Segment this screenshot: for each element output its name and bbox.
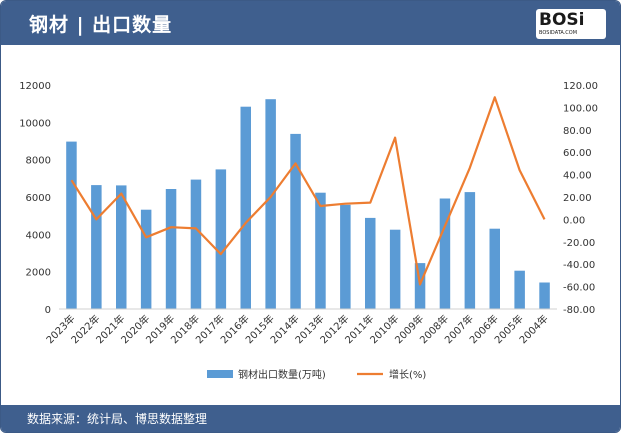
bar	[265, 99, 276, 309]
y-right-tick-label: 20.00	[563, 193, 592, 204]
bar	[514, 270, 525, 309]
bar	[365, 217, 376, 309]
legend-bar-swatch	[207, 370, 233, 378]
legend-bar-label: 钢材出口数量(万吨)	[238, 368, 326, 381]
bar	[240, 106, 251, 309]
y-right-tick-label: -60.00	[563, 283, 595, 294]
bar	[489, 228, 500, 309]
bar	[215, 169, 227, 309]
page-title: 钢材 | 出口数量	[29, 14, 173, 36]
y-left-tick-label: 8000	[26, 156, 51, 167]
bar	[116, 185, 127, 309]
y-left-tick-label: 4000	[26, 230, 51, 241]
logo-mark: BOSi	[539, 10, 585, 30]
bar	[340, 204, 351, 309]
y-left-tick-label: 2000	[26, 268, 51, 279]
y-left-tick-label: 0	[45, 305, 51, 316]
bar	[165, 189, 177, 309]
y-right-tick-label: 100.00	[563, 103, 598, 114]
y-right-tick-label: -40.00	[563, 260, 595, 271]
footer-bar: 数据来源：统计局、博思数据整理	[1, 405, 620, 432]
bar	[66, 141, 77, 309]
y-left-tick-label: 10000	[19, 118, 51, 129]
data-source: 数据来源：统计局、博思数据整理	[27, 412, 208, 426]
y-right-tick-label: -20.00	[563, 238, 595, 249]
bar	[539, 282, 550, 309]
header-bar: 钢材 | 出口数量 BOSi BOSIDATA.COM	[1, 1, 620, 45]
bar	[140, 209, 152, 309]
y-left-tick-label: 6000	[26, 193, 51, 204]
bar	[389, 229, 401, 309]
combo-chart: 0 2000 4000 6000 8000 10000 12000 -80.00 -60.00 -…	[19, 81, 598, 381]
legend-line-label: 增长(%)	[389, 368, 426, 381]
bar	[190, 179, 202, 309]
bar	[464, 192, 476, 309]
y-right-tick-label: 120.00	[563, 81, 598, 92]
logo-url: BOSIDATA.COM	[539, 30, 578, 36]
y-right-tick-label: -80.00	[563, 305, 595, 316]
bar	[439, 198, 451, 309]
y-right-tick-label: 0.00	[563, 215, 585, 226]
bosi-logo: BOSi BOSIDATA.COM	[536, 9, 606, 39]
bar	[91, 185, 102, 309]
y-right-tick-label: 40.00	[563, 171, 592, 182]
y-right-tick-label: 80.00	[563, 126, 592, 137]
bar	[290, 133, 301, 309]
y-right-tick-label: 60.00	[563, 148, 592, 159]
growth-line	[70, 96, 546, 286]
bar	[414, 263, 426, 309]
y-left-tick-label: 12000	[19, 81, 51, 92]
bar	[315, 192, 326, 309]
